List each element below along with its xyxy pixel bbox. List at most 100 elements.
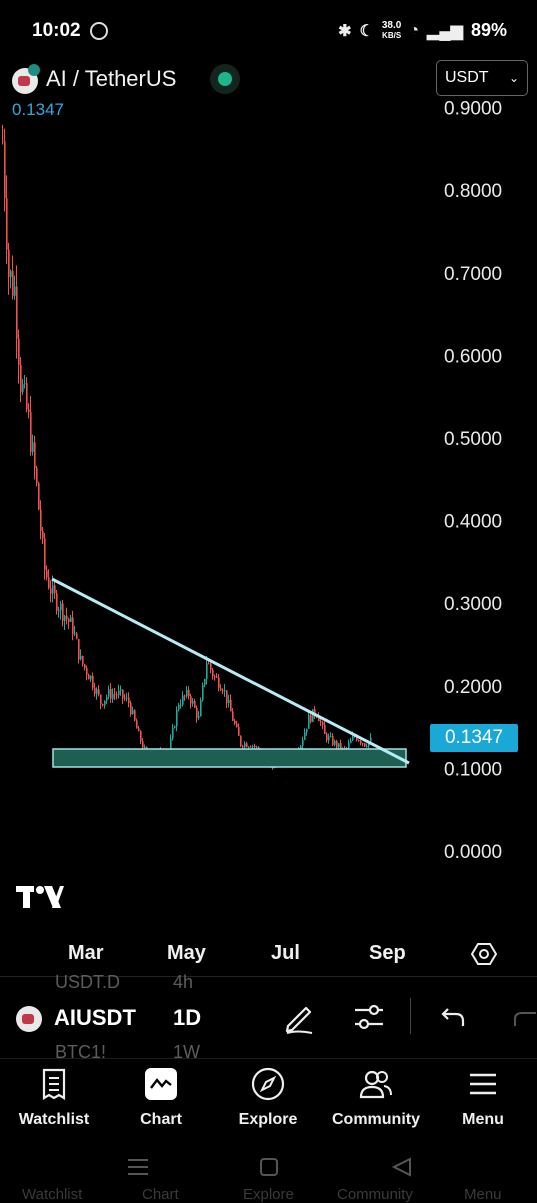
ghost-symbol-above: USDT.D	[55, 972, 121, 992]
candle-body	[214, 676, 216, 678]
y-tick-label: 0.8000	[444, 181, 502, 202]
candle-body	[308, 714, 310, 729]
candle-body	[204, 679, 206, 685]
candle-body	[172, 727, 174, 739]
candle-body	[190, 696, 192, 704]
candle-body	[326, 733, 328, 741]
compass-icon	[251, 1067, 285, 1101]
candle-body	[104, 700, 106, 706]
candle-body	[102, 703, 104, 706]
nav-menu[interactable]: Menu	[433, 1067, 533, 1129]
x-tick-jul: Jul	[271, 942, 300, 964]
price-chart[interactable]: 0.9000 0.8000 0.7000 0.6000 0.5000 0.4000 0.30…	[0, 100, 537, 940]
candle-body	[56, 593, 58, 612]
candle-body	[364, 743, 366, 747]
interval-selector[interactable]: 1D	[173, 1005, 202, 1030]
candle-body	[100, 694, 102, 704]
x-tick-sep: Sep	[369, 942, 406, 964]
candle-body	[90, 675, 92, 680]
y-tick-label: 0.0000	[444, 842, 502, 863]
candle-body	[366, 746, 368, 748]
candle-body	[44, 538, 46, 571]
nav-chart[interactable]: Chart	[111, 1067, 211, 1129]
candle-body	[78, 639, 80, 660]
candle-body	[98, 689, 100, 695]
candle-body	[42, 531, 44, 539]
candle-body	[8, 249, 10, 277]
candle-body	[198, 716, 200, 718]
candle-body	[54, 585, 56, 594]
candle-body	[236, 723, 238, 727]
home-icon[interactable]	[260, 1158, 278, 1176]
candle-body	[186, 689, 188, 697]
pair-title[interactable]: AI / TetherUS	[46, 66, 177, 91]
candle-body	[206, 663, 208, 680]
nav-community[interactable]: Community	[326, 1067, 426, 1129]
ghost-label: Menu	[464, 1186, 502, 1203]
candle-body	[340, 743, 342, 751]
y-tick-label: 0.4000	[444, 512, 502, 533]
ghost-interval-above: 4h	[173, 972, 194, 992]
toolbar-divider	[410, 998, 411, 1034]
redo-icon[interactable]	[512, 1004, 537, 1030]
whatsapp-icon	[90, 22, 108, 40]
do-not-disturb-icon: ☾	[359, 22, 374, 40]
candle-body	[60, 603, 62, 611]
candle-body	[358, 740, 360, 742]
symbol-selector[interactable]: AIUSDT	[54, 1005, 136, 1030]
y-tick-label: 0.1000	[444, 759, 502, 780]
bottom-nav: Watchlist Chart Explore Community Menu	[0, 1058, 537, 1149]
candle-body	[218, 677, 220, 689]
descending-trendline[interactable]	[51, 577, 410, 765]
candle-body	[6, 198, 8, 250]
nav-explore[interactable]: Explore	[218, 1067, 318, 1129]
candle-body	[244, 743, 246, 748]
candle-body	[362, 743, 364, 745]
candle-body	[224, 690, 226, 692]
candlesticks	[2, 124, 372, 770]
candle-body	[32, 442, 34, 452]
candle-body	[252, 746, 254, 748]
candle-body	[122, 689, 124, 699]
candle-body	[16, 286, 18, 339]
back-icon[interactable]	[391, 1157, 411, 1177]
community-icon	[359, 1070, 392, 1099]
candle-body	[14, 286, 16, 296]
candle-body	[336, 741, 338, 748]
candle-body	[118, 690, 120, 696]
indicators-icon[interactable]	[352, 1000, 386, 1034]
candle-body	[306, 728, 308, 733]
nav-watchlist[interactable]: Watchlist	[4, 1067, 104, 1129]
battery-level: 89%	[470, 20, 507, 40]
watchlist-icon	[42, 1068, 66, 1100]
y-axis: 0.9000 0.8000 0.7000 0.6000 0.5000 0.4000 0.30…	[444, 100, 502, 863]
candle-body	[76, 633, 78, 640]
candle-body	[304, 732, 306, 740]
candle-body	[226, 690, 228, 704]
candle-body	[144, 746, 146, 748]
recents-icon[interactable]	[128, 1159, 148, 1175]
candle-body	[210, 663, 212, 670]
candle-body	[174, 726, 176, 728]
currency-select[interactable]: USDT ⌄	[436, 60, 528, 96]
chart-settings-icon[interactable]	[471, 941, 497, 967]
undo-icon[interactable]	[438, 1002, 468, 1032]
candle-body	[332, 736, 334, 745]
candle-body	[302, 739, 304, 746]
candle-body	[46, 570, 48, 578]
candle-body	[18, 338, 20, 366]
candle-body	[324, 724, 326, 734]
candle-body	[86, 667, 88, 675]
drawing-tools-icon[interactable]	[282, 1000, 316, 1034]
support-zone[interactable]	[52, 748, 407, 768]
candle-body	[134, 710, 136, 721]
candle-body	[2, 140, 4, 142]
candle-body	[246, 743, 248, 748]
candle-body	[36, 467, 38, 484]
candle-body	[208, 663, 210, 665]
candle-body	[194, 701, 196, 708]
candle-body	[136, 720, 138, 729]
candle-body	[220, 688, 222, 691]
candle-body	[20, 365, 22, 392]
system-nav-bar	[128, 1157, 411, 1177]
